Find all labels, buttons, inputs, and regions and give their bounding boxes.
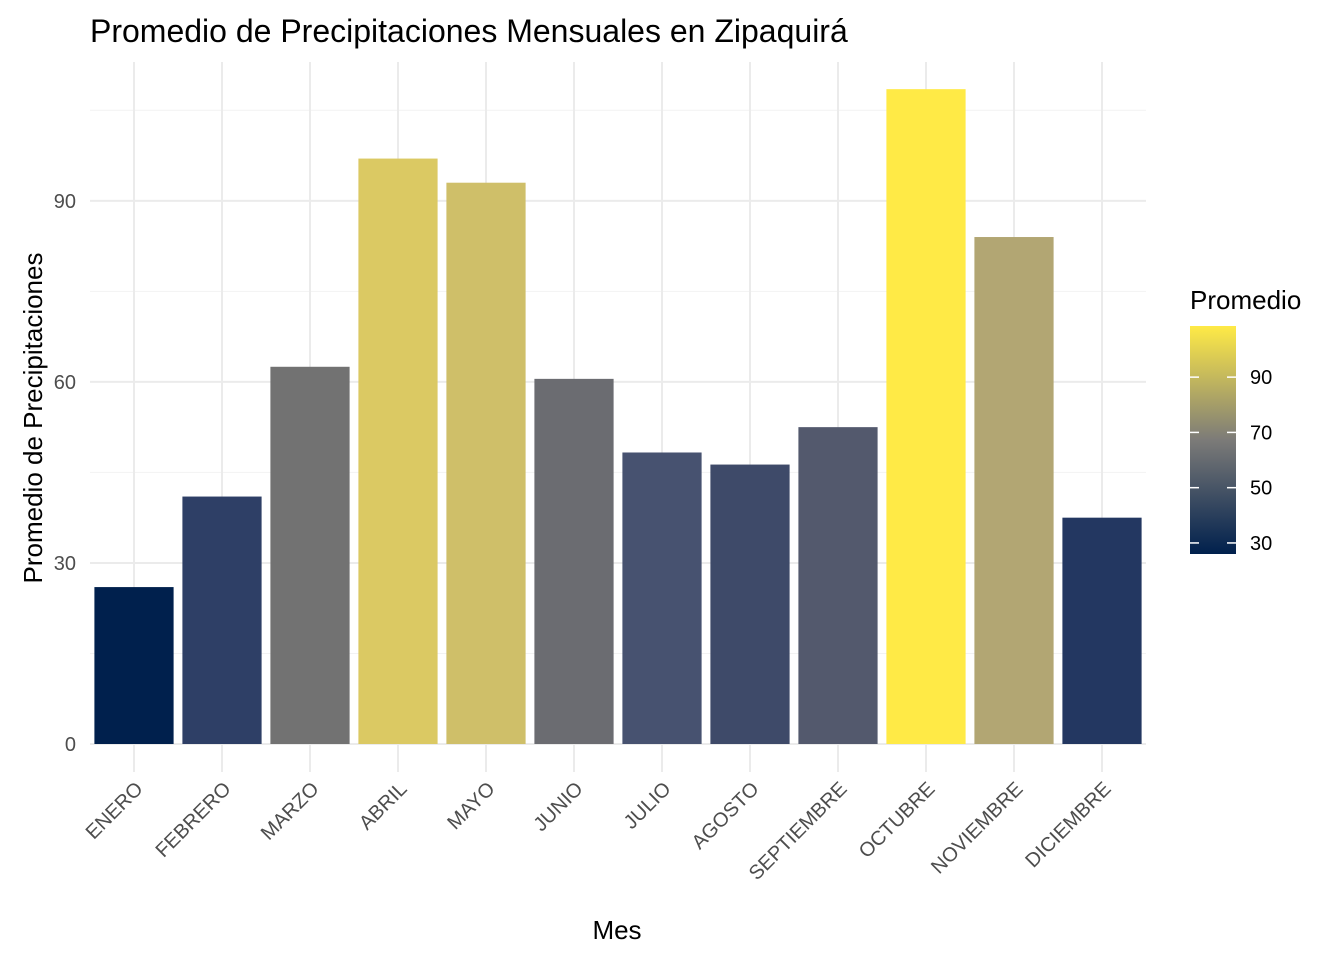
x-tick-label: JULIO: [620, 778, 676, 834]
y-tick-label: 0: [65, 734, 76, 756]
legend: Promedio 30 50 70 90: [1190, 285, 1301, 555]
x-axis-title: Mes: [592, 915, 641, 945]
bar-junio: [534, 378, 614, 744]
legend-ticks: 30 50 70 90: [1190, 367, 1272, 555]
chart-title: Promedio de Precipitaciones Mensuales en…: [90, 13, 848, 49]
y-axis-ticks: 0 30 60 90: [54, 191, 76, 756]
bar-enero: [94, 587, 174, 744]
legend-title: Promedio: [1190, 285, 1301, 315]
x-tick-label: ENERO: [82, 778, 148, 844]
bar-agosto: [710, 464, 790, 744]
y-tick-label: 60: [54, 372, 76, 394]
x-tick-label: MARZO: [257, 778, 324, 845]
x-tick-label: FEBRERO: [152, 778, 236, 862]
bar-mayo: [446, 182, 526, 745]
bar-noviembre: [974, 237, 1054, 744]
legend-tick-label: 70: [1250, 422, 1272, 444]
legend-tick-label: 50: [1250, 478, 1272, 500]
legend-colorbar: [1190, 326, 1236, 554]
y-tick-label: 90: [54, 191, 76, 213]
x-tick-label: AGOSTO: [688, 778, 764, 854]
bar-julio: [622, 452, 702, 744]
x-tick-label: JUNIO: [530, 778, 588, 836]
x-tick-label: MAYO: [443, 778, 499, 834]
bar-septiembre: [798, 427, 878, 744]
bar-febrero: [182, 496, 262, 744]
x-tick-label: NOVIEMBRE: [927, 778, 1027, 878]
y-tick-label: 30: [54, 553, 76, 575]
x-axis-ticks: ENERO FEBRERO MARZO ABRIL MAYO JUNIO JULIO AGOS…: [82, 778, 1116, 885]
bar-marzo: [270, 366, 350, 744]
bar-abril: [358, 158, 438, 744]
y-axis-title: Promedio de Precipitaciones: [18, 253, 48, 584]
x-tick-label: OCTUBRE: [855, 778, 940, 863]
bar-octubre: [886, 89, 966, 744]
legend-tick-label: 90: [1250, 367, 1272, 389]
bars: [94, 89, 1142, 745]
bar-diciembre: [1062, 517, 1142, 744]
x-tick-label: ABRIL: [355, 778, 411, 834]
legend-tick-label: 30: [1250, 533, 1272, 555]
x-tick-label: DICIEMBRE: [1021, 778, 1115, 872]
